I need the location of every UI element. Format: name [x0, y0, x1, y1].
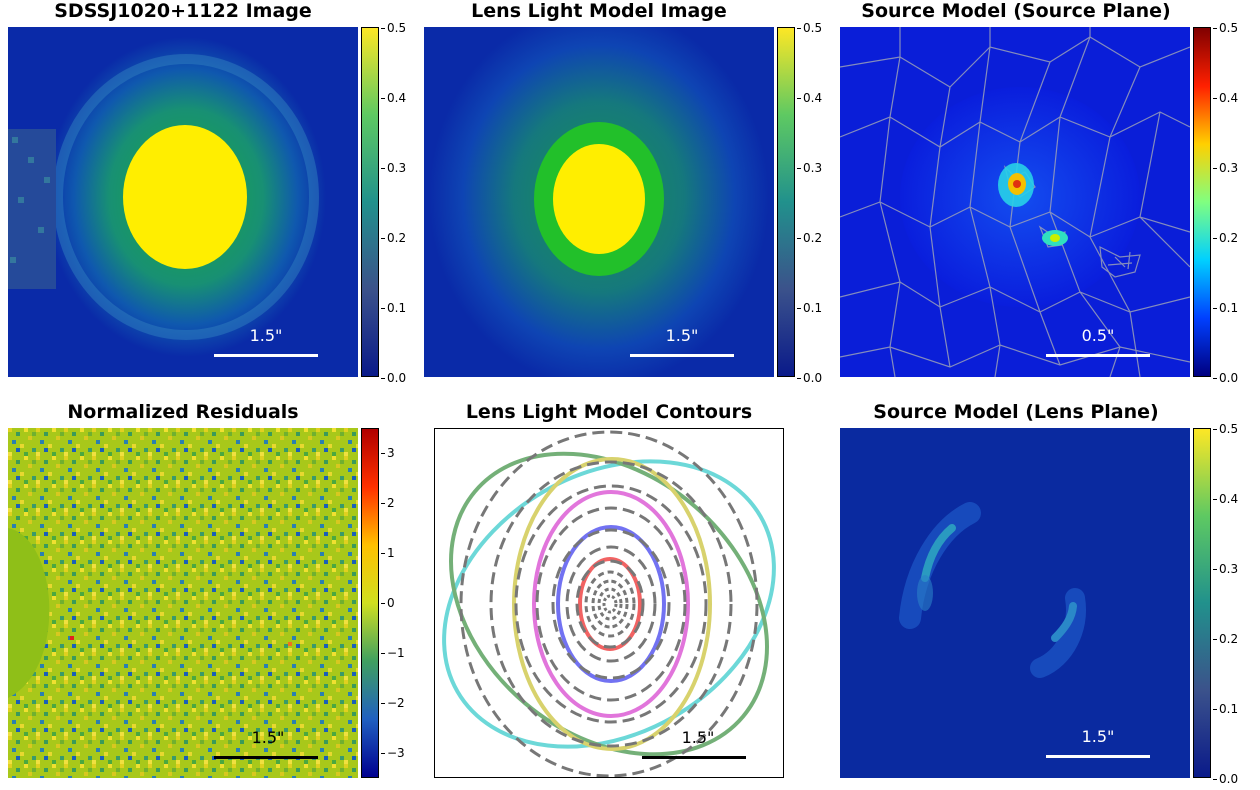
colorbar-tick: 0.3: [1212, 562, 1239, 576]
colorbar-tick: 0.2: [796, 231, 823, 245]
scale-bar: [1046, 354, 1150, 357]
colorbar-tick: −2: [381, 696, 405, 710]
colorbar-tick: 2: [381, 496, 395, 510]
colorbar: [1193, 27, 1211, 377]
scale-bar: [642, 756, 746, 759]
panel-title-source-lens-plane: Source Model (Lens Plane): [873, 401, 1159, 423]
colorbar-tick: 0.1: [1212, 702, 1239, 716]
panel-title-source-plane: Source Model (Source Plane): [861, 0, 1171, 22]
colorbar-tick: 0.4: [380, 91, 407, 105]
colorbar-tick: 0.2: [1212, 231, 1239, 245]
contour-yellow: [512, 457, 712, 751]
lens-light-model-image: 1.5": [424, 27, 774, 377]
colorbar-tick: 0.5: [380, 21, 407, 35]
contour-blue: [556, 525, 666, 683]
contour-magenta: [532, 490, 690, 718]
colorbar-tick: 0.0: [1212, 772, 1239, 786]
colorbar-tick: 0.3: [796, 161, 823, 175]
scale-bar-label: 1.5": [665, 326, 699, 345]
colorbar-tick: 0.3: [1212, 161, 1239, 175]
scale-bar-label: 1.5": [249, 326, 283, 345]
scale-bar-label: 1.5": [681, 728, 715, 747]
colorbar-tick: 0.3: [380, 161, 407, 175]
colorbar: [361, 27, 379, 377]
contours-plot: 1.5": [434, 428, 784, 778]
colorbar-tick: 0.4: [1212, 91, 1239, 105]
observed-image: 1.5": [8, 27, 358, 377]
colorbar-tick: 0.5: [1212, 21, 1239, 35]
scale-bar: [1046, 755, 1150, 758]
scale-bar-label: 0.5": [1081, 326, 1115, 345]
scale-bar-label: 1.5": [251, 728, 285, 747]
colorbar-tick: 0.1: [380, 301, 407, 315]
source-plane-image: 0.5": [840, 27, 1190, 377]
colorbar-tick: −3: [381, 746, 405, 760]
colorbar-tick: 0.4: [1212, 492, 1239, 506]
panel-title-contours: Lens Light Model Contours: [465, 401, 753, 423]
colorbar-tick: 1: [381, 546, 395, 560]
scale-bar: [630, 354, 734, 357]
colorbar-tick: 0.5: [1212, 422, 1239, 436]
contour-red: [578, 557, 642, 651]
colorbar-tick: 3: [381, 446, 395, 460]
colorbar: [361, 428, 379, 778]
colorbar-tick: 0.1: [796, 301, 823, 315]
scale-bar-label: 1.5": [1081, 727, 1115, 746]
colorbar-tick: 0.1: [1212, 301, 1239, 315]
source-lens-plane-image: 1.5": [840, 428, 1190, 778]
colorbar-tick: 0.2: [1212, 632, 1239, 646]
colorbar-tick: −1: [381, 646, 405, 660]
colorbar: [777, 27, 795, 377]
colorbar-tick: 0.2: [380, 231, 407, 245]
panel-title-observed-image: SDSSJ1020+1122 Image: [54, 0, 312, 22]
contour-green: [449, 451, 769, 757]
colorbar-tick: 0.0: [1212, 371, 1239, 385]
colorbar-tick: 0: [381, 596, 395, 610]
scale-bar: [214, 354, 318, 357]
colorbar-tick: 0.0: [380, 371, 407, 385]
panel-title-normalized-residuals: Normalized Residuals: [67, 401, 299, 423]
colorbar-tick: 0.5: [796, 21, 823, 35]
panel-title-lens-light-model: Lens Light Model Image: [471, 0, 727, 22]
colorbar-tick: 0.0: [796, 371, 823, 385]
residuals-image: 1.5": [8, 428, 358, 778]
colorbar: [1193, 428, 1211, 778]
colorbar-tick: 0.4: [796, 91, 823, 105]
scale-bar: [214, 756, 318, 759]
